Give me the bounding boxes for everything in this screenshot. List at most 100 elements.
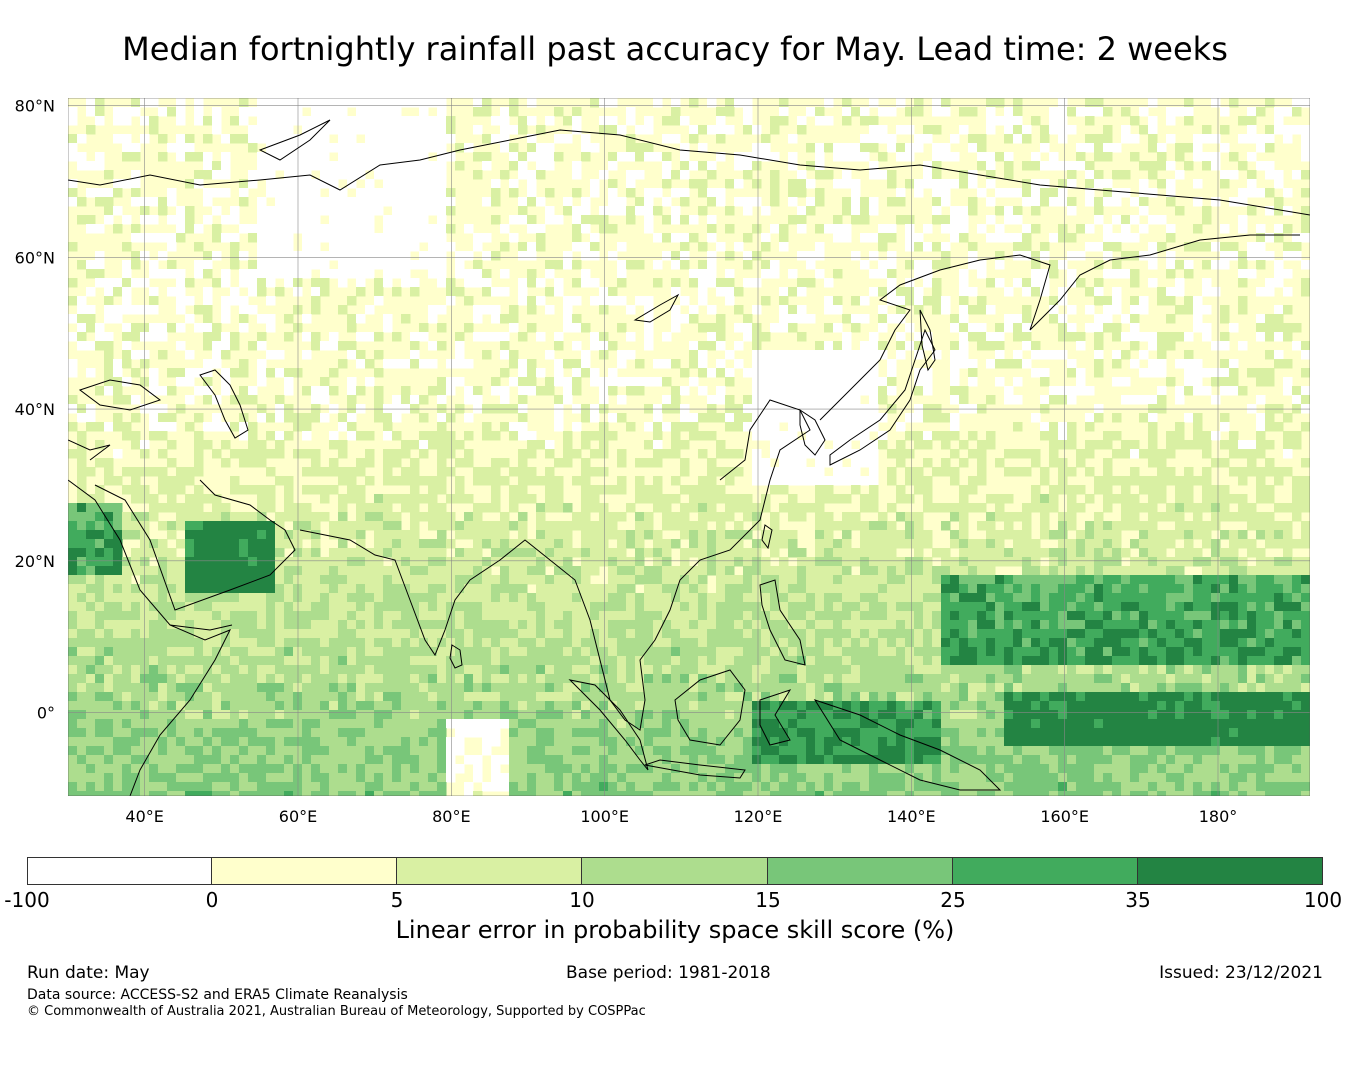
skill-cell	[410, 125, 420, 135]
skill-cell	[1139, 539, 1149, 549]
skill-cell	[779, 413, 789, 423]
skill-cell	[1274, 467, 1284, 477]
skill-cell	[248, 287, 258, 297]
skill-cell	[509, 161, 519, 171]
skill-cell	[869, 530, 879, 540]
skill-cell	[374, 404, 384, 414]
skill-cell	[1121, 440, 1131, 450]
skill-cell	[482, 620, 492, 630]
skill-cell	[995, 260, 1005, 270]
skill-cell	[617, 260, 627, 270]
skill-cell	[266, 584, 276, 594]
skill-cell	[419, 620, 429, 630]
skill-cell	[959, 602, 969, 612]
skill-cell	[815, 512, 825, 522]
skill-cell	[788, 503, 798, 513]
skill-cell	[158, 584, 168, 594]
skill-cell	[815, 224, 825, 234]
skill-cell	[716, 566, 726, 576]
skill-cell	[563, 431, 573, 441]
skill-cell	[887, 278, 897, 288]
skill-cell	[203, 620, 213, 630]
skill-cell	[626, 539, 636, 549]
skill-cell	[743, 512, 753, 522]
skill-cell	[896, 602, 906, 612]
skill-cell	[644, 296, 654, 306]
skill-cell	[1175, 584, 1185, 594]
skill-cell	[248, 584, 258, 594]
skill-cell	[860, 593, 870, 603]
skill-cell	[239, 548, 249, 558]
skill-cell	[635, 359, 645, 369]
skill-cell	[815, 494, 825, 504]
skill-cell	[1112, 431, 1122, 441]
skill-cell	[284, 161, 294, 171]
skill-cell	[356, 530, 366, 540]
skill-cell	[230, 521, 240, 531]
skill-cell	[248, 602, 258, 612]
skill-cell	[941, 98, 951, 108]
skill-cell	[959, 224, 969, 234]
skill-cell	[680, 260, 690, 270]
skill-cell	[914, 467, 924, 477]
skill-cell	[410, 287, 420, 297]
skill-cell	[761, 395, 771, 405]
skill-cell	[500, 386, 510, 396]
skill-cell	[662, 161, 672, 171]
skill-cell	[968, 170, 978, 180]
skill-cell	[869, 602, 879, 612]
skill-cell	[428, 341, 438, 351]
skill-cell	[680, 611, 690, 621]
skill-cell	[1139, 530, 1149, 540]
skill-cell	[842, 386, 852, 396]
skill-cell	[734, 503, 744, 513]
skill-cell	[347, 350, 357, 360]
skill-cell	[473, 512, 483, 522]
skill-cell	[815, 404, 825, 414]
skill-cell	[518, 296, 528, 306]
skill-cell	[680, 242, 690, 252]
skill-cell	[572, 404, 582, 414]
skill-cell	[1202, 440, 1212, 450]
skill-cell	[1139, 350, 1149, 360]
skill-cell	[770, 350, 780, 360]
skill-cell	[752, 224, 762, 234]
skill-cell	[986, 611, 996, 621]
skill-cell	[905, 152, 915, 162]
skill-cell	[455, 566, 465, 576]
skill-cell	[392, 134, 402, 144]
skill-cell	[725, 449, 735, 459]
skill-cell	[149, 620, 159, 630]
skill-cell	[1040, 269, 1050, 279]
skill-cell	[995, 575, 1005, 585]
skill-cell	[707, 593, 717, 603]
skill-cell	[815, 161, 825, 171]
skill-cell	[635, 152, 645, 162]
skill-cell	[1130, 332, 1140, 342]
skill-cell	[401, 152, 411, 162]
skill-cell	[725, 413, 735, 423]
skill-cell	[68, 296, 78, 306]
skill-cell	[1265, 440, 1275, 450]
skill-cell	[905, 593, 915, 603]
skill-cell	[698, 296, 708, 306]
skill-cell	[707, 215, 717, 225]
skill-cell	[1247, 449, 1257, 459]
skill-cell	[410, 494, 420, 504]
skill-cell	[905, 242, 915, 252]
skill-cell	[905, 449, 915, 459]
skill-cell	[347, 314, 357, 324]
skill-cell	[176, 287, 186, 297]
skill-cell	[770, 467, 780, 477]
skill-cell	[671, 287, 681, 297]
skill-cell	[1067, 494, 1077, 504]
skill-cell	[626, 305, 636, 315]
skill-cell	[941, 593, 951, 603]
skill-cell	[176, 512, 186, 522]
skill-cell	[770, 377, 780, 387]
skill-cell	[851, 359, 861, 369]
skill-cell	[986, 431, 996, 441]
skill-cell	[257, 359, 267, 369]
skill-cell	[122, 521, 132, 531]
skill-cell	[950, 134, 960, 144]
